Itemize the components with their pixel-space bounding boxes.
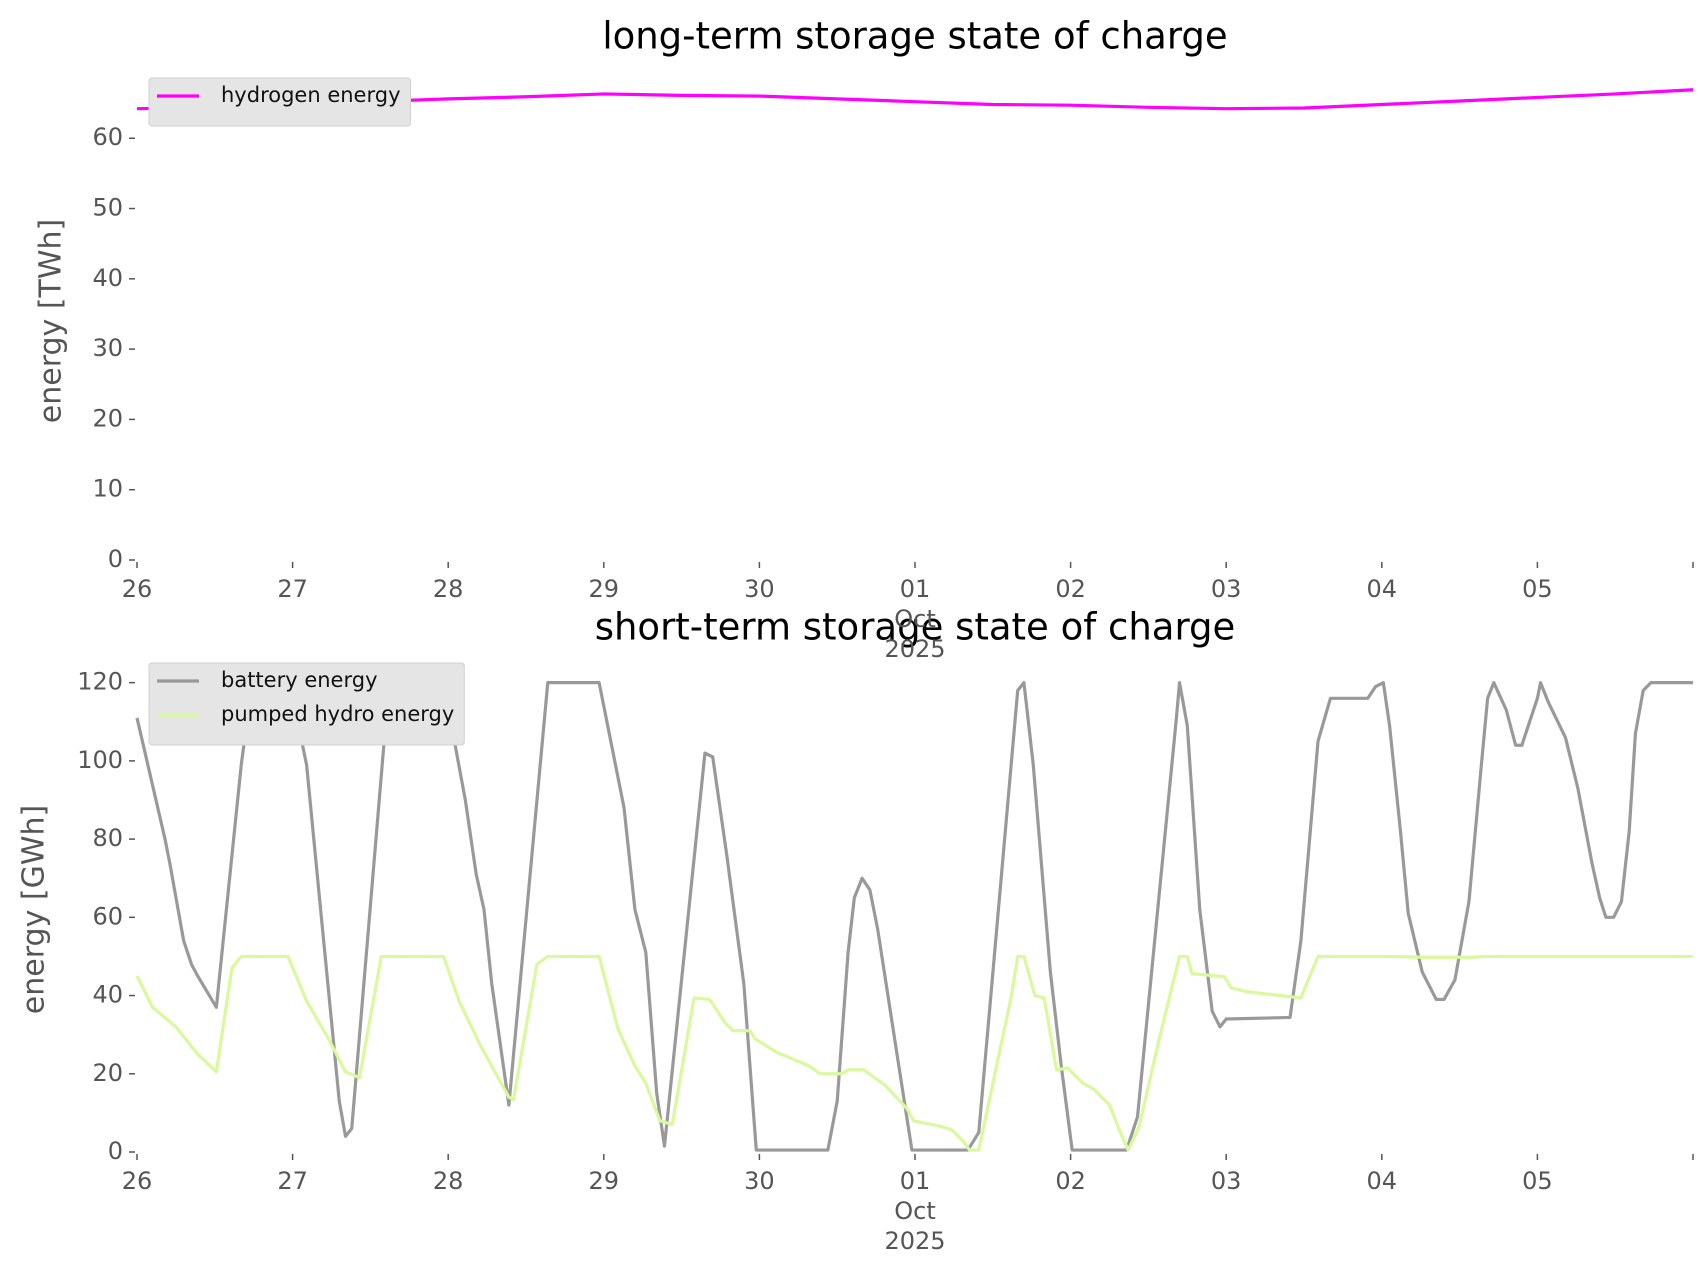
x-tick-label: 05 xyxy=(1522,575,1553,603)
x-tick-label: 26 xyxy=(121,575,153,603)
x-tick-label: 30 xyxy=(744,575,775,603)
x-tick-label: 26 xyxy=(121,1167,153,1195)
x-tick-label: 02 xyxy=(1055,575,1086,603)
y-tick-label: 40 xyxy=(92,264,123,292)
y-tick-label: 20 xyxy=(92,404,123,432)
y-tick-label: 10 xyxy=(92,475,123,503)
x-tick-label: 01 Oct 2025 xyxy=(884,1167,946,1255)
y-tick-label: 30 xyxy=(92,334,123,362)
x-tick-label: 29 xyxy=(588,575,620,603)
x-tick-label: 02 xyxy=(1055,1167,1086,1195)
series-line xyxy=(135,681,1693,1152)
y-tick-label: 40 xyxy=(92,981,123,1009)
y-tick-label: 60 xyxy=(92,902,123,930)
y-tick-label: 60 xyxy=(92,123,123,151)
series-line xyxy=(135,954,1693,1152)
x-tick-label: 29 xyxy=(588,1167,620,1195)
y-tick-label: 50 xyxy=(92,194,123,222)
legend-box xyxy=(148,77,411,127)
legend: hydrogen energy xyxy=(148,77,411,127)
x-tick-label: 03 xyxy=(1210,1167,1242,1195)
legend: battery energy pumped hydro energy xyxy=(148,662,465,746)
legend-label: pumped hydro energy xyxy=(221,702,454,726)
y-tick-label: 0 xyxy=(108,1137,123,1165)
y-axis-label: energy [TWh] xyxy=(34,219,69,423)
y-tick-label: 120 xyxy=(77,668,123,696)
chart-title: long-term storage state of charge xyxy=(602,15,1227,58)
x-tick-label: 04 xyxy=(1366,1167,1398,1195)
x-tick-label: 05 xyxy=(1522,1167,1553,1195)
y-tick-label: 100 xyxy=(77,746,123,774)
chart-title: short-term storage state of charge xyxy=(595,606,1236,649)
y-tick-label: 20 xyxy=(92,1059,123,1087)
x-tick-label: 30 xyxy=(744,1167,775,1195)
x-tick-label: 27 xyxy=(277,575,308,603)
x-tick-label: 27 xyxy=(277,1167,308,1195)
legend-label: hydrogen energy xyxy=(221,83,401,107)
x-tick-label: 03 xyxy=(1210,575,1242,603)
legend-box xyxy=(148,662,465,746)
x-tick-label: 28 xyxy=(432,1167,464,1195)
legend-label: battery energy xyxy=(221,668,378,692)
x-tick-label: 04 xyxy=(1366,575,1398,603)
y-tick-label: 0 xyxy=(108,545,123,573)
y-axis-label: energy [GWh] xyxy=(17,805,52,1014)
y-tick-label: 80 xyxy=(92,824,123,852)
x-tick-label: 01 Oct 2025 xyxy=(884,575,946,663)
x-tick-label: 28 xyxy=(432,575,464,603)
